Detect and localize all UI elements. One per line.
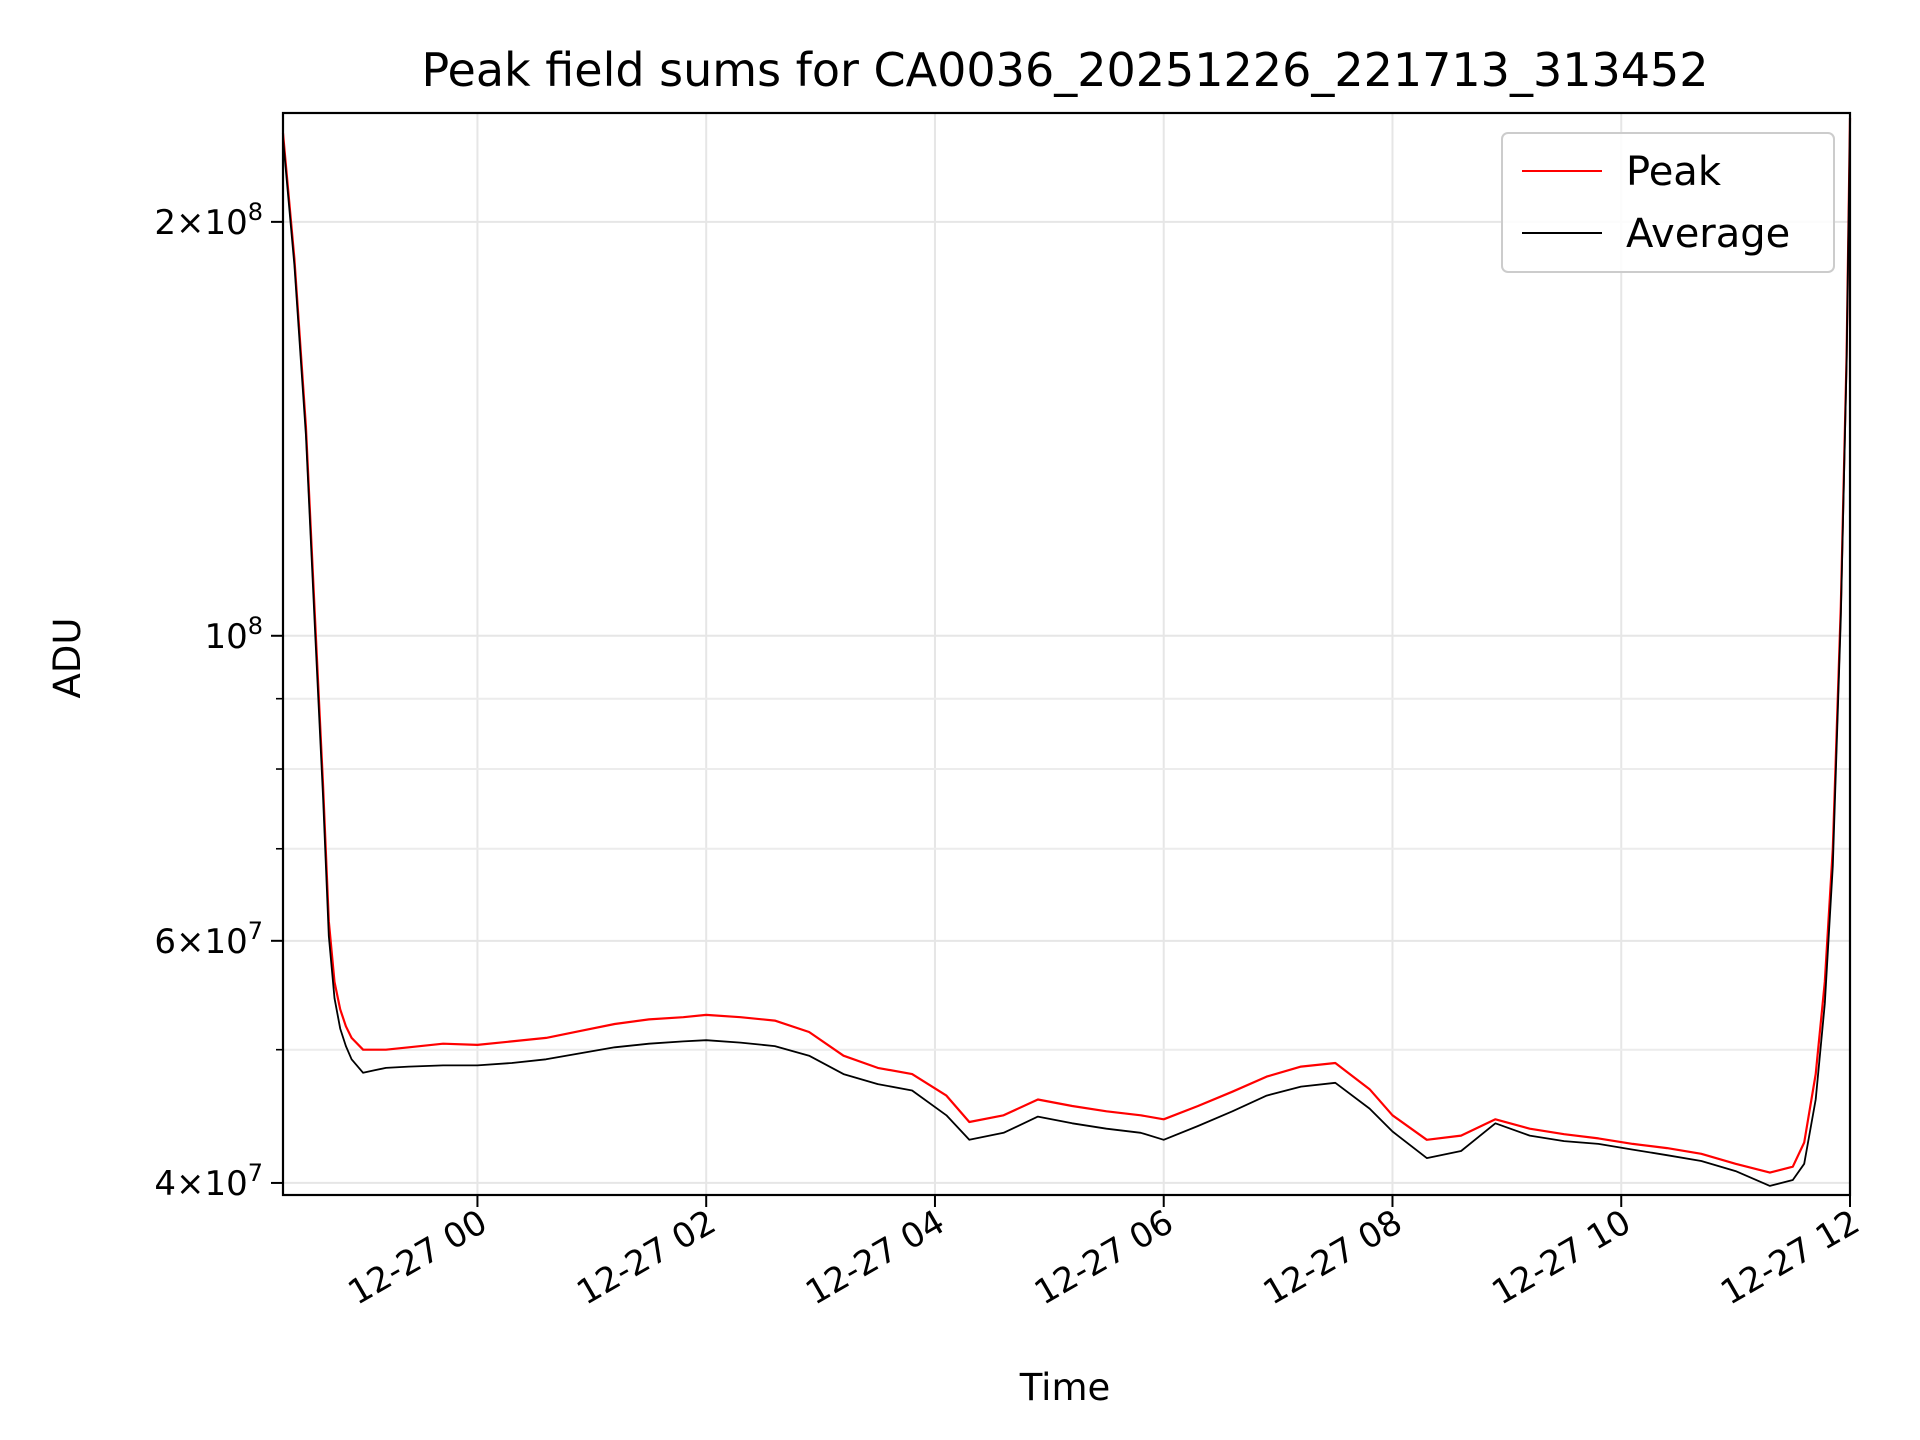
y-tick-label: 4×107 <box>154 1159 263 1204</box>
series-line-peak <box>281 117 1852 1174</box>
y-tick-label: 2×108 <box>154 198 263 243</box>
legend-label-average: Average <box>1626 211 1790 257</box>
y-tick-label: 6×107 <box>154 917 263 962</box>
axes-frame <box>281 111 1852 1197</box>
chart-title: Peak field sums for CA0036_20251226_2217… <box>421 43 1708 97</box>
legend-label-peak: Peak <box>1626 149 1722 195</box>
series-line-average <box>282 122 1851 1187</box>
y-axis-label: ADU <box>46 618 89 699</box>
legend-box <box>1501 132 1835 273</box>
x-axis-label: Time <box>1019 1366 1111 1409</box>
